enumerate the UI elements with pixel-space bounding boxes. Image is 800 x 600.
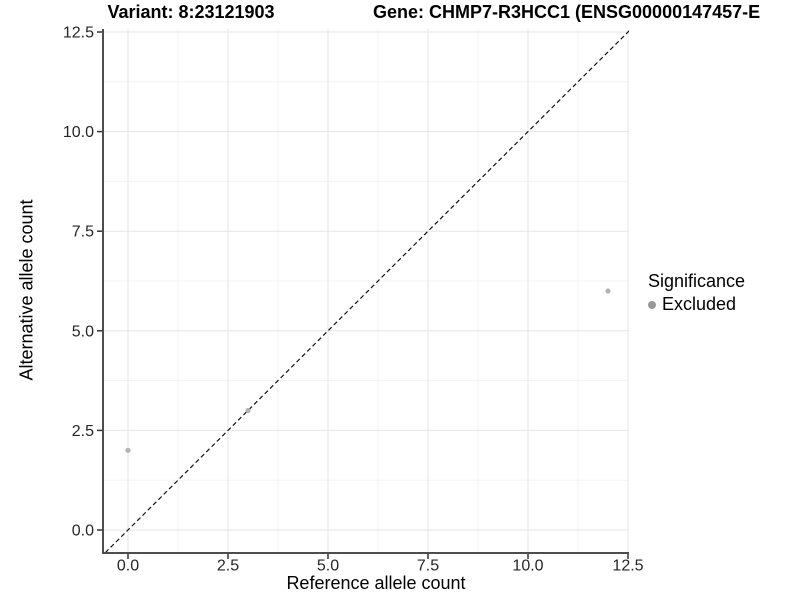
legend-key-circle-icon bbox=[648, 300, 656, 309]
x-axis-title: Reference allele count bbox=[286, 573, 466, 593]
x-tick-label: 0.0 bbox=[117, 558, 139, 575]
y-tick-label: 2.5 bbox=[72, 423, 94, 440]
data-point bbox=[125, 447, 131, 453]
legend-item: Excluded bbox=[648, 294, 745, 315]
identity-line bbox=[105, 30, 629, 552]
legend-title: Significance bbox=[648, 271, 746, 291]
data-point bbox=[605, 288, 611, 294]
legend: Significance Excluded bbox=[648, 271, 745, 315]
legend-item-label: Excluded bbox=[662, 294, 737, 314]
x-tick-label: 12.5 bbox=[612, 558, 643, 575]
y-tick-label: 10.0 bbox=[63, 124, 94, 141]
y-axis-title: Alternative allele count bbox=[16, 199, 37, 381]
y-tick-label: 5.0 bbox=[72, 323, 94, 340]
data-point bbox=[245, 407, 251, 414]
y-tick-label: 12.5 bbox=[63, 25, 94, 42]
y-tick-label: 7.5 bbox=[72, 224, 94, 241]
x-tick-label: 10.0 bbox=[512, 558, 543, 575]
x-tick-label: 5.0 bbox=[317, 558, 339, 575]
variant-title: Variant: 8:23121903 bbox=[107, 2, 275, 22]
x-tick-label: 2.5 bbox=[217, 558, 239, 575]
gene-title: Gene: CHMP7-R3HCC1 (ENSG00000147457-E bbox=[373, 2, 761, 22]
x-tick-label: 7.5 bbox=[417, 558, 439, 575]
y-tick-label: 0.0 bbox=[72, 523, 94, 540]
